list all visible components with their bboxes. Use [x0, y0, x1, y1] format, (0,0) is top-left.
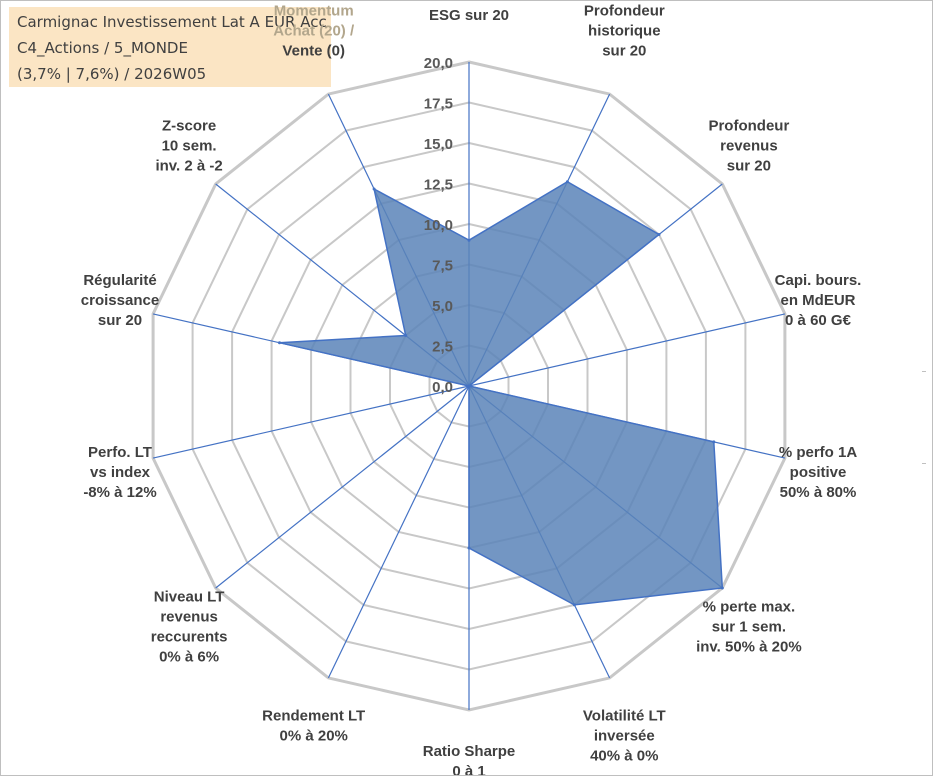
axis-label: sur 20 [98, 312, 142, 329]
axis-label: sur 1 sem. [712, 619, 786, 636]
axis-label: Profondeur [584, 3, 665, 20]
tick-label: 12,5 [424, 177, 453, 194]
axis-label: inv. 2 à -2 [155, 157, 222, 174]
radar-spoke [215, 385, 470, 589]
axis-label: vs index [90, 464, 151, 481]
axis-label: Régularité [83, 272, 156, 289]
data-point [712, 440, 716, 444]
axis-label: 0 à 1 [452, 763, 485, 775]
axis-label: 10 sem. [162, 137, 217, 154]
axis-label: 40% à 0% [590, 748, 658, 765]
axis-label: 0% à 20% [280, 728, 348, 745]
tick-label: 15,0 [424, 136, 453, 153]
axis-label: positive [790, 464, 847, 481]
data-point [572, 603, 576, 607]
axis-label: 0% à 6% [159, 649, 219, 666]
axis-label: inversée [594, 728, 655, 745]
fund-info-box: Carmignac Investissement Lat A EUR Acc C… [9, 7, 331, 87]
axis-label: inv. 50% à 20% [696, 639, 802, 656]
axis-label: revenus [720, 137, 778, 154]
axis-label: ESG sur 20 [429, 7, 509, 24]
axis-label: Niveau LT [154, 589, 225, 606]
edge-tick [922, 463, 926, 464]
data-point [467, 238, 471, 242]
axis-label: 50% à 80% [780, 484, 857, 501]
radar-series [278, 180, 724, 607]
data-point [278, 341, 281, 345]
tick-label: 7,5 [432, 258, 453, 275]
data-point [467, 546, 471, 550]
axis-label: en MdEUR [781, 292, 856, 309]
edge-tick [922, 371, 926, 372]
axis-label: Volatilité LT [583, 708, 666, 725]
axis-label: Momentum [274, 3, 354, 20]
radar-axis-labels: Note ESG sur 20 Profondeur historique sur 20… [81, 1, 862, 775]
data-point [565, 180, 569, 184]
axis-label: % perfo 1A [779, 444, 858, 461]
fund-stats-week: (3,7% | 7,6%) / 2026W05 [17, 65, 207, 83]
axis-label: croissance [81, 292, 159, 309]
axis-label: Z-score [162, 117, 216, 134]
tick-label: 17,5 [424, 96, 453, 113]
data-point [720, 586, 724, 590]
axis-label: historique [588, 23, 661, 40]
axis-label: Vente (0) [282, 43, 345, 60]
data-point [372, 187, 376, 191]
axis-label: Ratio Sharpe [423, 743, 516, 760]
radar-spoke [327, 385, 470, 679]
tick-label: 0,0 [432, 379, 453, 396]
axis-label: Profondeur [708, 117, 789, 134]
radar-spoke [152, 385, 470, 459]
tick-label: 10,0 [424, 217, 453, 234]
axis-label: Rendement LT [262, 708, 365, 725]
fund-category: C4_Actions / 5_MONDE [17, 39, 188, 57]
axis-label: % perte max. [703, 599, 796, 616]
axis-label: sur 20 [602, 43, 646, 60]
fund-name: Carmignac Investissement Lat A EUR Acc [17, 13, 327, 31]
radar-tick-labels: 0,0 2,5 5,0 7,5 10,0 12,5 15,0 17,5 20,0 [424, 55, 453, 396]
axis-label: 0 à 60 G€ [785, 312, 852, 329]
axis-label: sur 20 [727, 157, 771, 174]
axis-label: Achat (20) / [273, 23, 355, 40]
axis-label: Capi. bours. [775, 272, 862, 289]
tick-label: 20,0 [424, 55, 453, 72]
axis-label: Perfo. LT [88, 444, 152, 461]
radar-spoke [468, 313, 786, 387]
data-point [657, 233, 661, 236]
tick-label: 2,5 [432, 339, 453, 356]
axis-label: revenus [160, 609, 218, 626]
axis-label: reccurents [151, 629, 228, 646]
axis-label: Note [452, 1, 485, 4]
tick-label: 5,0 [432, 298, 453, 315]
axis-label: -8% à 12% [83, 484, 156, 501]
data-point [467, 384, 471, 388]
data-point [404, 334, 408, 337]
